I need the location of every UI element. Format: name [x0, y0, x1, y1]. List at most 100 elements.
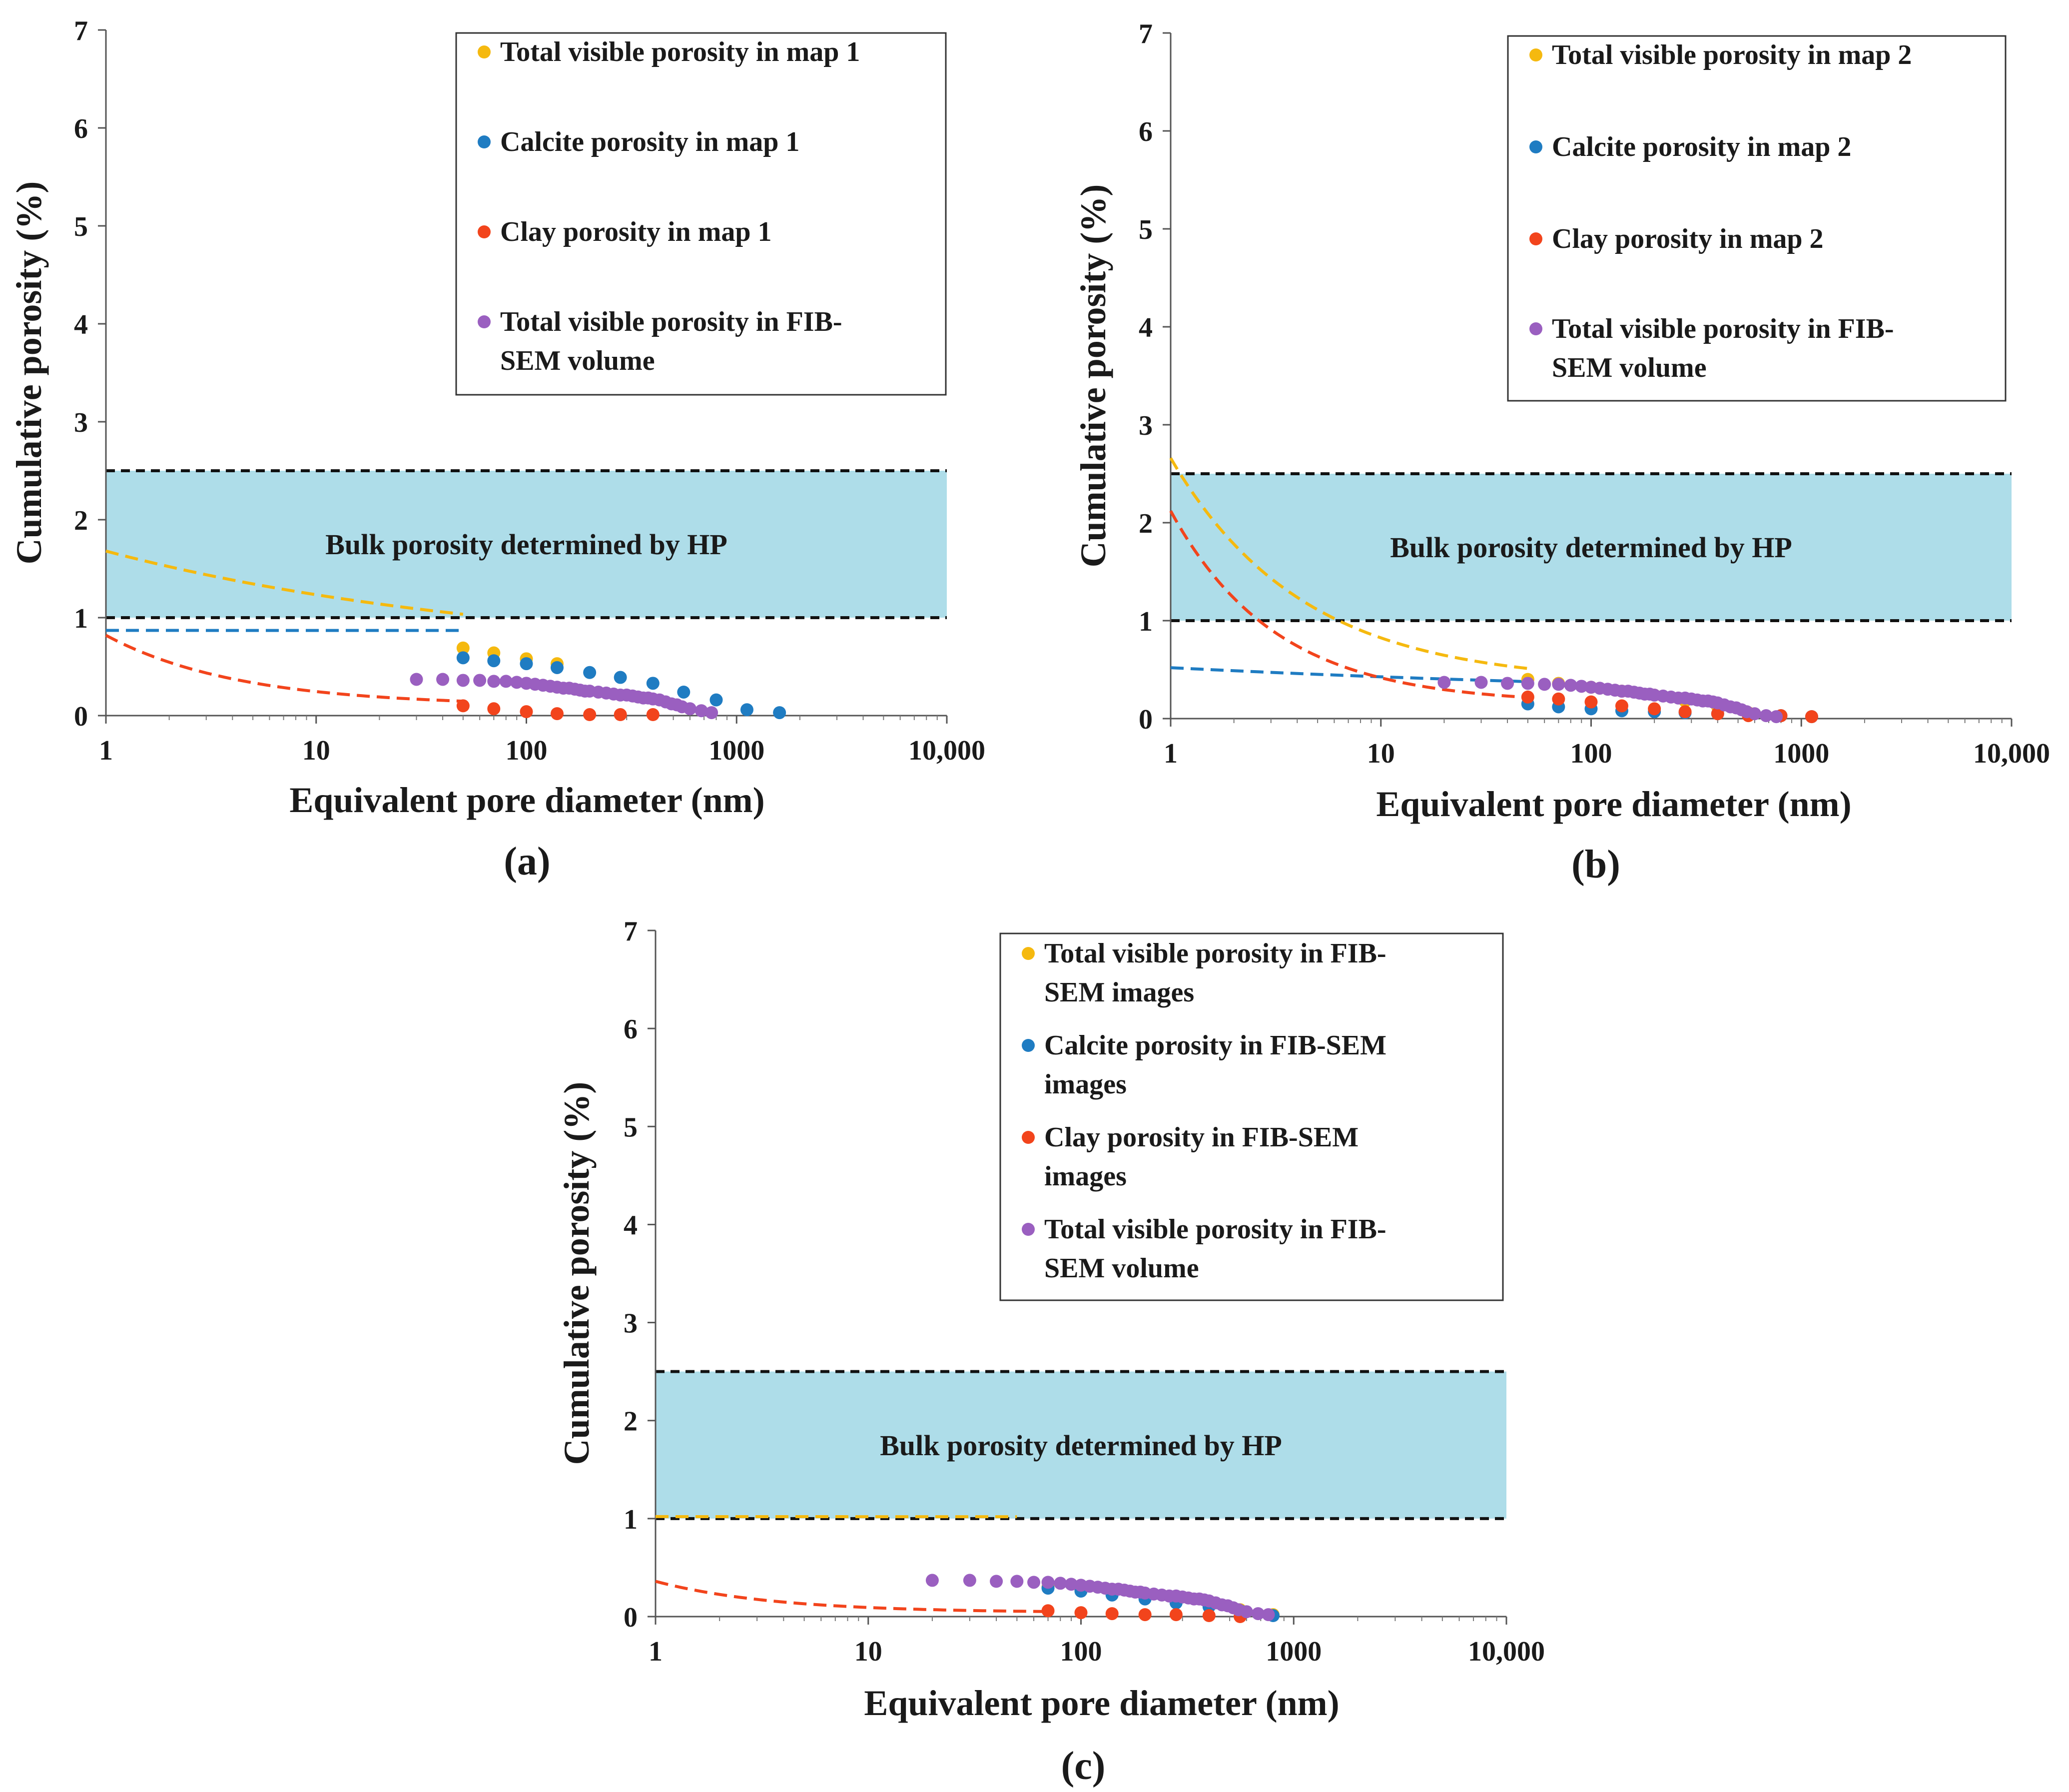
fib-point: [683, 702, 696, 716]
legend: Total visible porosity in map 1 Calcite p…: [455, 32, 947, 396]
legend-marker-fib: [1022, 1223, 1035, 1236]
calcite-point: [614, 671, 627, 684]
clay-point: [583, 708, 597, 722]
clay-trend-line: [655, 1580, 1048, 1613]
band-label: Bulk porosity determined by HP: [1390, 531, 1792, 564]
x-tick-label: 100: [1060, 1636, 1102, 1667]
y-tick-label: 3: [624, 1308, 638, 1339]
x-tick-label: 1: [1164, 738, 1178, 769]
clay-point: [1138, 1608, 1152, 1622]
clay-point: [646, 708, 660, 722]
x-tick-label: 10: [854, 1636, 882, 1667]
y-tick-label: 7: [74, 15, 88, 46]
clay-point: [1552, 692, 1565, 706]
clay-point: [1169, 1608, 1183, 1622]
y-axis-label: Cumulative porosity (%): [1073, 184, 1113, 568]
legend-marker-total: [478, 45, 491, 58]
fib-point: [1437, 676, 1451, 689]
x-tick-label: 1: [99, 735, 113, 766]
y-tick-label: 6: [624, 1014, 638, 1045]
y-tick-label: 2: [74, 505, 88, 536]
legend-marker-fib: [1529, 322, 1542, 335]
clay-point: [1678, 705, 1692, 719]
y-tick-label: 7: [1139, 18, 1153, 49]
fib-point: [1770, 710, 1783, 724]
fib-point: [1575, 680, 1588, 693]
x-tick-label: 10: [1367, 738, 1395, 769]
fib-point: [1759, 709, 1773, 723]
fib-point: [1538, 678, 1551, 691]
fib-point: [1748, 707, 1761, 721]
legend-entry-calcite: Calcite porosity in map 2: [1552, 131, 1851, 162]
y-tick-label: 1: [624, 1504, 638, 1535]
legend-entry-total: Total visible porosity in map 1: [500, 36, 860, 67]
hp-porosity-band: [656, 1371, 1506, 1519]
y-tick-label: 3: [1139, 410, 1153, 441]
legend-entry-total: Total visible porosity in FIB-SEM images: [1044, 938, 1386, 1008]
fib-point: [473, 674, 487, 687]
x-tick-label: 10: [302, 735, 330, 766]
x-tick-label: 10,000: [1973, 738, 2050, 769]
y-tick-label: 4: [74, 309, 88, 340]
calcite-point: [677, 685, 690, 699]
clay-point: [456, 699, 470, 713]
total-point: [456, 641, 470, 655]
y-tick-label: 4: [1139, 312, 1153, 343]
panel-label: (c): [1061, 1744, 1106, 1788]
hp-porosity-band: [106, 471, 947, 618]
y-tick-label: 5: [624, 1112, 638, 1143]
y-tick-label: 0: [624, 1602, 638, 1633]
legend-box: [1507, 35, 2007, 402]
x-axis-label: Equivalent pore diameter (nm): [289, 780, 764, 820]
fib-point: [1054, 1577, 1067, 1590]
legend-marker-calcite: [1022, 1039, 1035, 1052]
fib-point: [705, 706, 718, 720]
y-tick-label: 7: [624, 916, 638, 947]
legend-marker-calcite: [478, 135, 491, 148]
clay-point: [1615, 699, 1628, 713]
fib-point: [1251, 1607, 1265, 1621]
legend-box: [999, 932, 1504, 1301]
calcite-point: [740, 703, 753, 717]
legend-marker-clay: [1529, 232, 1542, 245]
clay-point: [1584, 695, 1598, 709]
calcite-point: [520, 657, 533, 671]
legend-box: [455, 32, 947, 396]
fib-point: [487, 675, 501, 688]
x-tick-label: 10,000: [1468, 1636, 1545, 1667]
fib-point: [410, 673, 423, 686]
panel-label: (b): [1571, 843, 1620, 887]
fib-point: [456, 674, 470, 687]
clay-point: [1202, 1609, 1216, 1623]
clay-point: [1805, 710, 1818, 724]
y-tick-label: 5: [74, 211, 88, 242]
fib-point: [963, 1574, 976, 1587]
legend-entry-calcite: Calcite porosity in FIB-SEM images: [1044, 1030, 1386, 1100]
fib-point: [1552, 678, 1565, 691]
clay-trend-line: [105, 634, 463, 703]
y-tick-label: 1: [1139, 606, 1153, 637]
fib-point: [990, 1575, 1003, 1588]
x-axis-label: Equivalent pore diameter (nm): [1376, 784, 1851, 824]
fib-point: [1262, 1608, 1275, 1622]
fib-point: [1521, 677, 1534, 690]
fib-point: [1027, 1576, 1041, 1589]
clay-point: [550, 707, 564, 721]
x-tick-label: 100: [506, 735, 548, 766]
y-tick-label: 0: [1139, 704, 1153, 735]
fib-point: [925, 1574, 939, 1587]
calcite-point: [709, 693, 723, 707]
x-tick-label: 100: [1570, 738, 1612, 769]
calcite-point: [773, 706, 786, 720]
fib-point: [1010, 1575, 1024, 1588]
legend: Total visible porosity in FIB-SEM images…: [999, 932, 1504, 1301]
legend-entry-fib: Total visible porosity in FIB-SEM volume: [500, 306, 842, 376]
x-axis-label: Equivalent pore diameter (nm): [864, 1683, 1339, 1723]
legend-marker-total: [1022, 947, 1035, 960]
clay-point: [520, 705, 533, 719]
legend-marker-clay: [478, 225, 491, 238]
y-tick-label: 6: [74, 113, 88, 144]
